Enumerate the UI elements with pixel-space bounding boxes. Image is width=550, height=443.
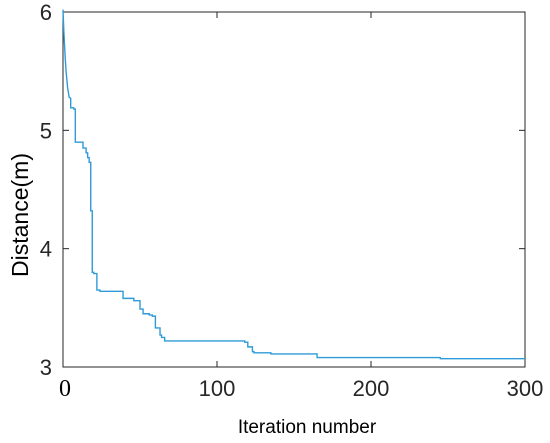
x-tick-label: 200 [353,376,390,401]
y-tick-label: 5 [40,118,52,143]
y-tick-label: 4 [40,237,52,262]
series-line [62,9,525,360]
x-tick-label: 100 [199,376,236,401]
y-tick-label: 3 [40,355,52,380]
plot-area [62,11,526,368]
y-axis-title: Distance(m) [7,153,33,277]
x-axis-title: Iteration number [238,417,377,438]
x-tick-label: 0 [59,376,71,402]
y-tick-label: 6 [40,0,52,25]
x-tick-label: 300 [507,376,544,401]
